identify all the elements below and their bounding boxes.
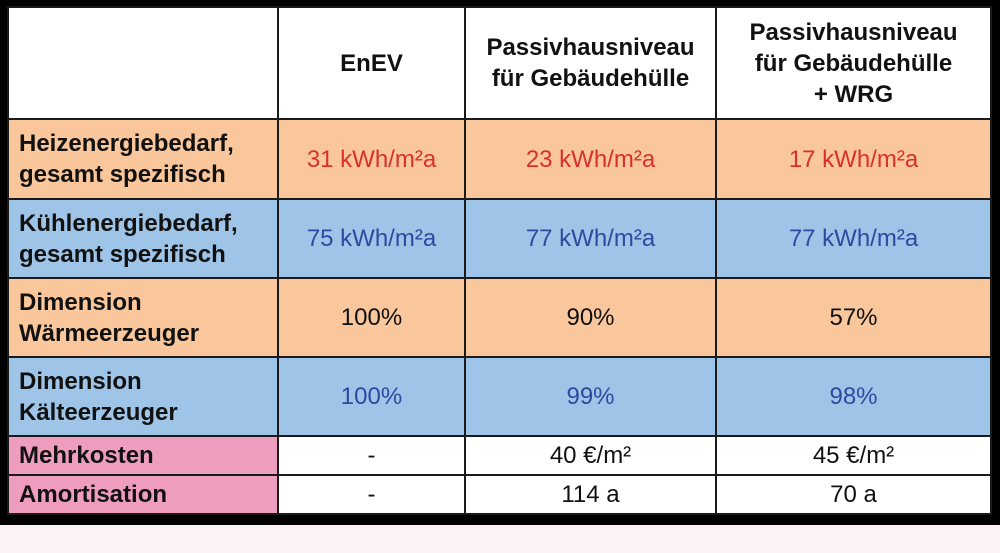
cell-kuehlenergie-enev: 75 kWh/m²a — [277, 198, 466, 279]
row-label-kuehlenergie: Kühlenergiebedarf, gesamt spezifisch — [7, 198, 279, 279]
cell-kaelteerzeuger-enev: 100% — [277, 356, 466, 437]
header-enev-label: EnEV — [340, 49, 403, 77]
header-enev: EnEV — [277, 6, 466, 120]
cell-waermeerzeuger-passivhaus: 90% — [464, 277, 717, 358]
header-passivhaus-wrg-line1: Passivhausniveau — [749, 18, 958, 46]
header-passivhaus-wrg-line2: für Gebäudehülle — [754, 49, 953, 77]
table-row-mehrkosten: Mehrkosten - 40 €/m² 45 €/m² — [7, 435, 992, 476]
row-label-line: Dimension — [19, 288, 142, 316]
cell-waermeerzeuger-enev: 100% — [277, 277, 466, 358]
cell-amortisation-passivhaus-wrg: 70 a — [715, 474, 992, 515]
table-row-amortisation: Amortisation - 114 a 70 a — [7, 474, 992, 515]
row-label-heizenergie: Heizenergiebedarf, gesamt spezifisch — [7, 118, 279, 200]
cell-mehrkosten-passivhaus-wrg: 45 €/m² — [715, 435, 992, 476]
table-row-waermeerzeuger: Dimension Wärmeerzeuger 100% 90% 57% — [7, 277, 992, 358]
cell-waermeerzeuger-passivhaus-wrg: 57% — [715, 277, 992, 358]
cell-amortisation-passivhaus: 114 a — [464, 474, 717, 515]
header-passivhaus: Passivhausniveau für Gebäudehülle — [464, 6, 717, 120]
table-row-heizenergie: Heizenergiebedarf, gesamt spezifisch 31 … — [7, 118, 992, 200]
row-label-line: gesamt spezifisch — [19, 240, 226, 268]
cell-mehrkosten-enev: - — [277, 435, 466, 476]
comparison-table-frame: EnEV Passivhausniveau für Gebäudehülle P… — [0, 0, 1000, 525]
row-label-line: Kühlenergiebedarf, — [19, 209, 238, 237]
cell-mehrkosten-passivhaus: 40 €/m² — [464, 435, 717, 476]
header-passivhaus-line1: Passivhausniveau — [486, 34, 695, 61]
row-label-amortisation: Amortisation — [7, 474, 279, 515]
row-label-line: Kälteerzeuger — [19, 398, 178, 426]
row-label-line: Heizenergiebedarf, — [19, 130, 234, 157]
row-label-line: Dimension — [19, 367, 142, 395]
cell-amortisation-enev: - — [277, 474, 466, 515]
cell-heizenergie-enev: 31 kWh/m²a — [277, 118, 466, 200]
row-label-line: gesamt spezifisch — [19, 161, 226, 188]
header-corner-cell — [7, 6, 279, 120]
header-row: EnEV Passivhausniveau für Gebäudehülle P… — [7, 6, 992, 120]
comparison-table: EnEV Passivhausniveau für Gebäudehülle P… — [7, 6, 992, 515]
header-passivhaus-wrg-line3: + WRG — [813, 80, 894, 108]
row-label-waermeerzeuger: Dimension Wärmeerzeuger — [7, 277, 279, 358]
header-passivhaus-line2: für Gebäudehülle — [491, 65, 690, 92]
table-row-kuehlenergie: Kühlenergiebedarf, gesamt spezifisch 75 … — [7, 198, 992, 279]
row-label-line: Wärmeerzeuger — [19, 319, 200, 347]
cell-heizenergie-passivhaus: 23 kWh/m²a — [464, 118, 717, 200]
cell-heizenergie-passivhaus-wrg: 17 kWh/m²a — [715, 118, 992, 200]
row-label-mehrkosten: Mehrkosten — [7, 435, 279, 476]
table-row-kaelteerzeuger: Dimension Kälteerzeuger 100% 99% 98% — [7, 356, 992, 437]
cell-kaelteerzeuger-passivhaus: 99% — [464, 356, 717, 437]
cell-kuehlenergie-passivhaus-wrg: 77 kWh/m²a — [715, 198, 992, 279]
cell-kuehlenergie-passivhaus: 77 kWh/m²a — [464, 198, 717, 279]
header-passivhaus-wrg: Passivhausniveau für Gebäudehülle + WRG — [715, 6, 992, 120]
row-label-kaelteerzeuger: Dimension Kälteerzeuger — [7, 356, 279, 437]
cell-kaelteerzeuger-passivhaus-wrg: 98% — [715, 356, 992, 437]
